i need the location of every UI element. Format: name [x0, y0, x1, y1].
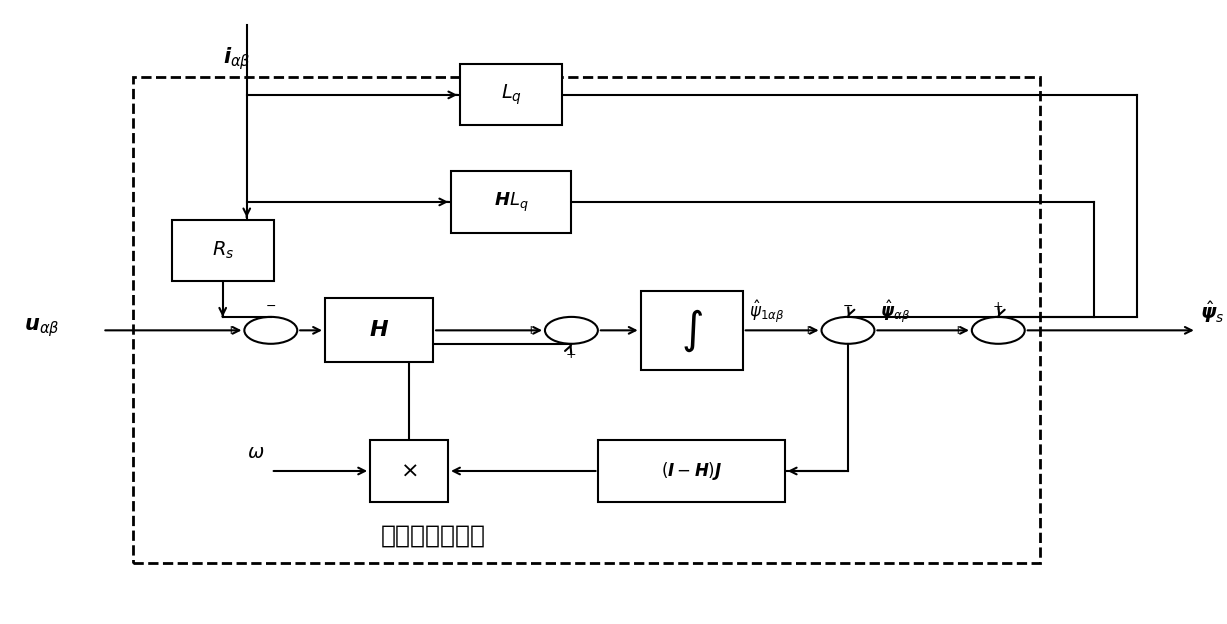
Text: +: + — [226, 324, 236, 337]
FancyBboxPatch shape — [640, 291, 742, 370]
Text: $\hat{\psi}_{1\alpha\beta}$: $\hat{\psi}_{1\alpha\beta}$ — [748, 299, 784, 325]
Text: $R_s$: $R_s$ — [211, 240, 234, 261]
Text: −: − — [843, 300, 853, 313]
FancyBboxPatch shape — [460, 64, 562, 125]
FancyBboxPatch shape — [599, 441, 785, 502]
Text: $\boldsymbol{u}_{\alpha\beta}$: $\boldsymbol{u}_{\alpha\beta}$ — [25, 316, 60, 339]
Text: $\boldsymbol{H}L_q$: $\boldsymbol{H}L_q$ — [494, 190, 529, 213]
Text: +: + — [953, 324, 963, 337]
FancyBboxPatch shape — [325, 298, 433, 363]
Text: +: + — [802, 324, 814, 337]
Text: $(\boldsymbol{I}-\boldsymbol{H})\boldsymbol{J}$: $(\boldsymbol{I}-\boldsymbol{H})\boldsym… — [661, 460, 723, 482]
Text: $\boldsymbol{i}_{\alpha\beta}$: $\boldsymbol{i}_{\alpha\beta}$ — [223, 45, 250, 72]
Text: $\hat{\boldsymbol{\psi}}_{\alpha\beta}$: $\hat{\boldsymbol{\psi}}_{\alpha\beta}$ — [881, 299, 910, 325]
Text: +: + — [526, 324, 536, 337]
Text: +: + — [993, 300, 1004, 313]
Text: $\hat{\boldsymbol{\psi}}_s$: $\hat{\boldsymbol{\psi}}_s$ — [1200, 299, 1225, 325]
Text: −: − — [265, 300, 276, 313]
FancyBboxPatch shape — [371, 441, 448, 502]
Text: $\int$: $\int$ — [681, 307, 703, 354]
FancyBboxPatch shape — [172, 220, 274, 281]
FancyBboxPatch shape — [452, 172, 572, 233]
Text: $\omega$: $\omega$ — [248, 443, 265, 462]
Text: +: + — [566, 348, 577, 361]
Text: 扩展磁链观测器: 扩展磁链观测器 — [380, 523, 486, 547]
Text: $\times$: $\times$ — [400, 460, 418, 482]
Text: $L_q$: $L_q$ — [501, 82, 521, 107]
Text: $\boldsymbol{H}$: $\boldsymbol{H}$ — [369, 319, 389, 341]
